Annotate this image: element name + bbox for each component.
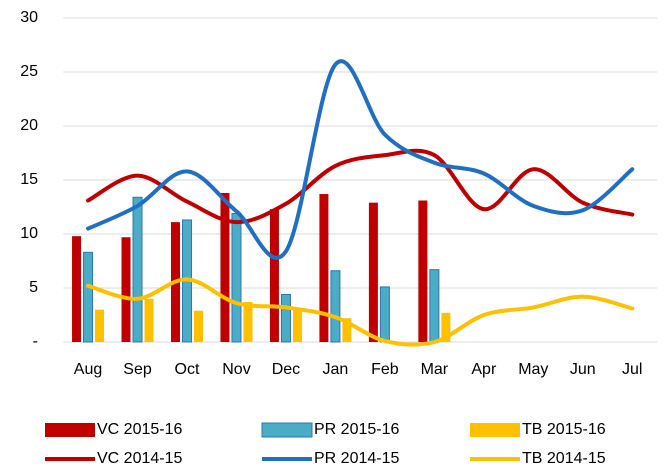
legend-label: TB 2015-16 <box>522 421 606 438</box>
line <box>86 59 635 260</box>
legend-label: VC 2014-15 <box>97 450 182 467</box>
y-tick-label: 30 <box>20 9 38 26</box>
legend-label: TB 2014-15 <box>522 450 606 467</box>
y-tick-label: 25 <box>20 63 38 80</box>
bar <box>220 192 230 342</box>
bar <box>441 312 451 342</box>
x-tick-label: Jul <box>622 361 642 378</box>
bar <box>418 200 428 342</box>
x-tick-label: Mar <box>421 361 449 378</box>
x-tick-label: Dec <box>272 361 300 378</box>
y-tick-label: 20 <box>20 117 38 134</box>
bar <box>193 310 203 342</box>
bar <box>368 202 378 342</box>
y-tick-label: 5 <box>29 279 38 296</box>
bar <box>379 286 390 343</box>
bar <box>121 237 131 342</box>
x-tick-label: Jan <box>323 361 349 378</box>
x-tick-label: Aug <box>74 361 102 378</box>
bar <box>342 318 352 342</box>
bar <box>269 209 279 342</box>
y-tick-label: 10 <box>20 225 38 242</box>
x-tick-label: May <box>518 361 548 378</box>
x-tick-label: Oct <box>175 361 200 378</box>
bar <box>319 194 329 342</box>
x-tick-label: Apr <box>471 361 497 378</box>
bar <box>95 309 105 342</box>
bar <box>429 269 440 343</box>
bar <box>280 293 291 343</box>
x-tick-label: Sep <box>123 361 152 378</box>
legend-label: PR 2014-15 <box>314 450 399 467</box>
bar <box>231 212 242 343</box>
y-tick-label: - <box>33 333 38 350</box>
bar <box>330 270 341 343</box>
x-tick-label: Jun <box>570 361 596 378</box>
bar <box>83 251 94 343</box>
x-tick-label: Nov <box>222 361 250 378</box>
bar <box>72 236 82 342</box>
legend-swatch <box>45 423 95 437</box>
bar <box>132 196 143 343</box>
line <box>86 277 635 347</box>
x-tick-label: Feb <box>371 361 399 378</box>
bar <box>292 309 302 342</box>
legend-swatch <box>470 423 520 437</box>
legend-swatch <box>261 422 313 438</box>
line <box>86 148 635 225</box>
legend-label: VC 2015-16 <box>97 421 182 438</box>
legend-label: PR 2015-16 <box>314 421 399 438</box>
y-tick-label: 15 <box>20 171 38 188</box>
bar <box>243 302 253 342</box>
bar <box>144 298 154 342</box>
